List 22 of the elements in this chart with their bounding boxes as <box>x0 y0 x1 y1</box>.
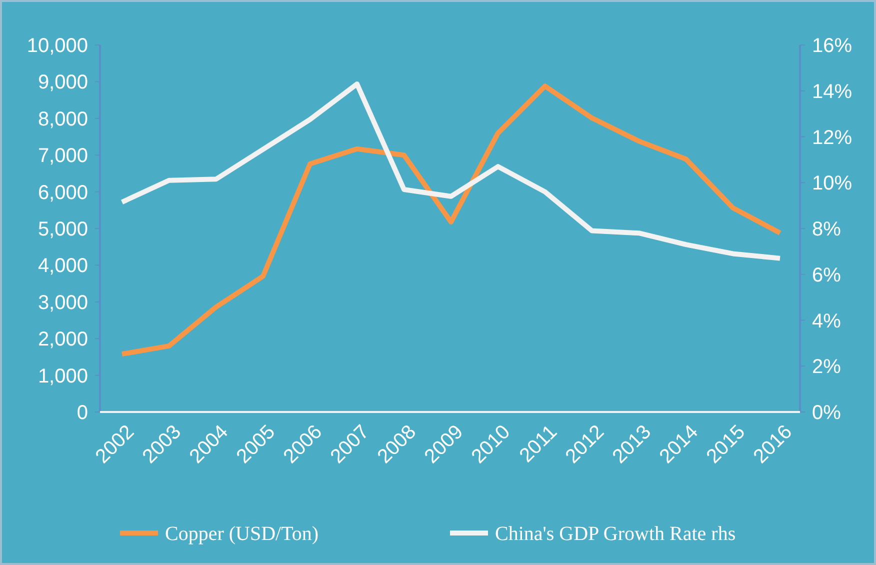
y2-tick-label: 2% <box>812 356 842 378</box>
legend-label: Copper (USD/Ton) <box>165 523 319 545</box>
y-tick-label: 9,000 <box>38 72 88 94</box>
y-tick-label: 2,000 <box>38 328 88 351</box>
y2-tick-label: 0% <box>812 402 842 424</box>
y2-tick-label: 10% <box>812 172 852 195</box>
y2-tick-label: 4% <box>812 310 842 332</box>
y-tick-label: 5,000 <box>38 218 88 240</box>
y-tick-label: 6,000 <box>38 182 88 204</box>
y2-tick-label: 16% <box>812 35 852 57</box>
y2-tick-label: 12% <box>812 126 852 149</box>
y-tick-label: 8,000 <box>38 108 88 130</box>
y-tick-label: 1,000 <box>38 365 88 388</box>
y-tick-label: 3,000 <box>38 292 88 314</box>
y-tick-label: 10,000 <box>26 35 88 57</box>
y2-tick-label: 8% <box>812 218 842 240</box>
y-tick-label: 7,000 <box>38 145 88 168</box>
y-tick-label: 4,000 <box>38 255 88 278</box>
y-tick-label: 0 <box>76 402 88 424</box>
legend-label: China's GDP Growth Rate rhs <box>495 523 736 545</box>
y2-tick-label: 6% <box>812 264 842 286</box>
y2-tick-label: 14% <box>812 80 852 103</box>
